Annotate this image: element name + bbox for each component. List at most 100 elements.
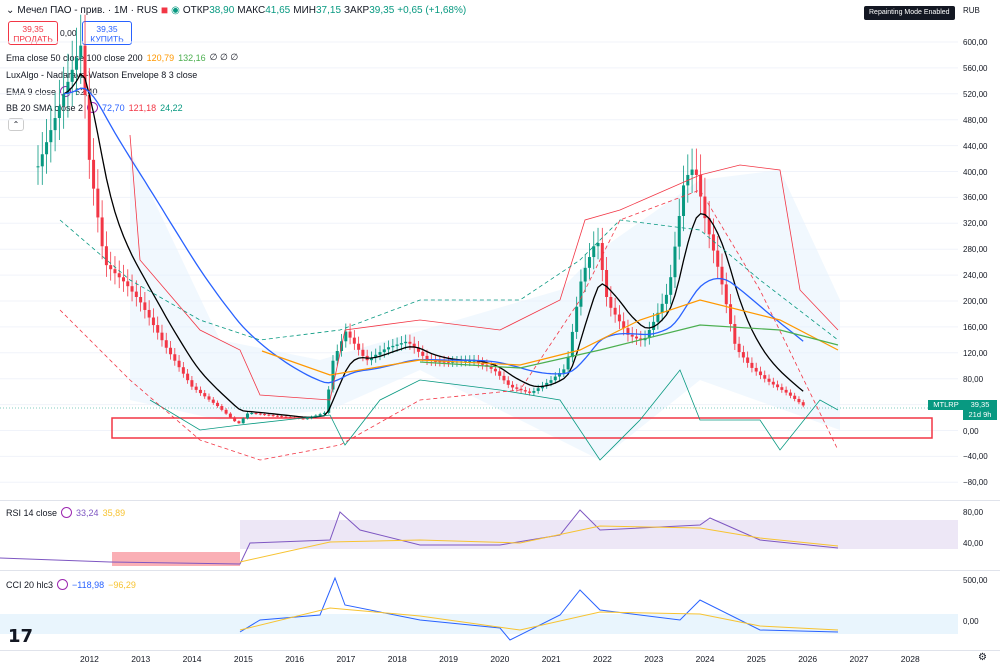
candle-body — [186, 373, 190, 381]
candle-body — [583, 267, 587, 282]
cci-axis-500: 500,00 — [963, 576, 988, 585]
open-value: 38,90 — [209, 4, 235, 16]
candle-body — [545, 382, 549, 386]
candle-body — [566, 357, 570, 370]
price-chart[interactable] — [0, 0, 960, 500]
price-axis-label: 520,00 — [963, 89, 988, 99]
price-axis-label: 120,00 — [963, 348, 988, 358]
candle-body — [498, 371, 502, 376]
time-axis-label: 2012 — [80, 654, 99, 664]
candle-body — [220, 406, 224, 410]
tradingview-logo[interactable]: 𝟭𝟳 — [8, 626, 34, 646]
time-axis-label: 2015 — [233, 654, 253, 664]
candle-body — [746, 357, 750, 363]
price-axis-label: −80,00 — [963, 478, 988, 488]
sell-button[interactable]: 39,35 ПРОДАТЬ — [8, 21, 58, 45]
loading-icon — [57, 579, 69, 590]
candle-body — [656, 312, 660, 322]
candle-body — [788, 392, 792, 396]
high-value: 41,65 — [265, 4, 291, 16]
indicator-rsi[interactable]: RSI 14 close 33,24 35,89 — [6, 507, 126, 518]
candle-body — [763, 375, 767, 379]
indicator-cci[interactable]: CCI 20 hlc3 −118,98 −96,29 — [6, 579, 136, 590]
ema100-line — [261, 299, 839, 376]
candle-body — [130, 286, 134, 292]
candle-body — [275, 415, 279, 417]
market-status-icon: ◉ — [171, 4, 180, 16]
candle-body — [45, 142, 49, 155]
cci-ma-line — [239, 607, 839, 631]
cci-chart[interactable] — [0, 570, 960, 650]
candle-body — [181, 367, 185, 374]
candle-body — [416, 347, 420, 352]
currency-label[interactable]: RUB — [963, 6, 980, 15]
rsi-ma-line — [239, 525, 839, 563]
buy-button[interactable]: 39,35 КУПИТЬ — [82, 21, 132, 45]
time-axis-label: 2016 — [285, 654, 305, 664]
candle-body — [79, 45, 83, 58]
upper-band-line — [129, 134, 839, 401]
candle-body — [139, 297, 143, 303]
candle-body — [318, 414, 322, 416]
candle-body — [173, 354, 177, 361]
candle-body — [750, 362, 754, 368]
loading-icon — [87, 102, 99, 113]
candle-body — [233, 417, 237, 422]
candle-body — [652, 321, 656, 330]
price-axis-label: 400,00 — [963, 167, 988, 177]
candle-body — [493, 368, 497, 372]
candle-body — [92, 159, 96, 189]
candle-body — [147, 309, 151, 318]
candle-body — [669, 277, 673, 295]
indicator-bb[interactable]: BB 20 SMA close 2 72,70 121,18 24,22 — [6, 102, 183, 113]
price-axis-label: 160,00 — [963, 322, 988, 332]
candle-body — [87, 95, 91, 160]
indicator-nw-envelope[interactable]: LuxAlgo - Nadaraya-Watson Envelope 8 3 c… — [6, 70, 198, 80]
candle-body — [575, 306, 579, 332]
candle-body — [327, 389, 331, 413]
candle-body — [776, 384, 780, 388]
candle-body — [49, 130, 53, 143]
candle-body — [190, 380, 194, 387]
candle-body — [729, 304, 733, 324]
candle-body — [395, 344, 399, 346]
candle-body — [74, 57, 78, 70]
loading-icon — [60, 86, 72, 97]
candle-body — [284, 416, 288, 418]
candle-body — [464, 361, 467, 363]
candle-body — [412, 343, 416, 348]
loading-icon — [61, 507, 73, 518]
candle-body — [122, 277, 125, 282]
candle-body — [703, 196, 707, 219]
candle-body — [596, 243, 600, 247]
candle-body — [322, 412, 326, 415]
rsi-band — [240, 520, 958, 549]
candle-body — [361, 349, 365, 356]
candle-body — [62, 93, 66, 106]
candle-body — [53, 118, 57, 131]
candle-body — [677, 216, 681, 247]
chevron-down-icon[interactable]: ⌄ — [6, 4, 15, 16]
candle-body — [553, 376, 557, 381]
time-axis-label: 2018 — [387, 654, 407, 664]
symbol-title[interactable]: Мечел ПАО - прив. · 1M · RUS — [17, 4, 158, 16]
time-axis-label: 2025 — [746, 654, 766, 664]
candle-body — [66, 81, 70, 94]
candle-body — [216, 402, 220, 407]
indicator-ema3[interactable]: Ema close 50 close 100 close 200 120,79 … — [6, 52, 239, 63]
candle-body — [592, 246, 596, 258]
candle-body — [425, 355, 429, 360]
candle-body — [352, 337, 356, 344]
candle-body — [245, 413, 249, 419]
candle-body — [113, 269, 117, 274]
candle-body — [562, 369, 566, 373]
time-axis-label: 2020 — [490, 654, 510, 664]
gear-icon[interactable]: ⚙ — [978, 652, 987, 663]
collapse-legend-button[interactable]: ⌃ — [8, 118, 24, 131]
rsi-chart[interactable] — [0, 500, 960, 570]
candle-body — [104, 246, 108, 266]
flag-icon[interactable]: ■ — [160, 3, 169, 17]
candle-body — [271, 415, 275, 417]
candle-body — [387, 347, 391, 350]
